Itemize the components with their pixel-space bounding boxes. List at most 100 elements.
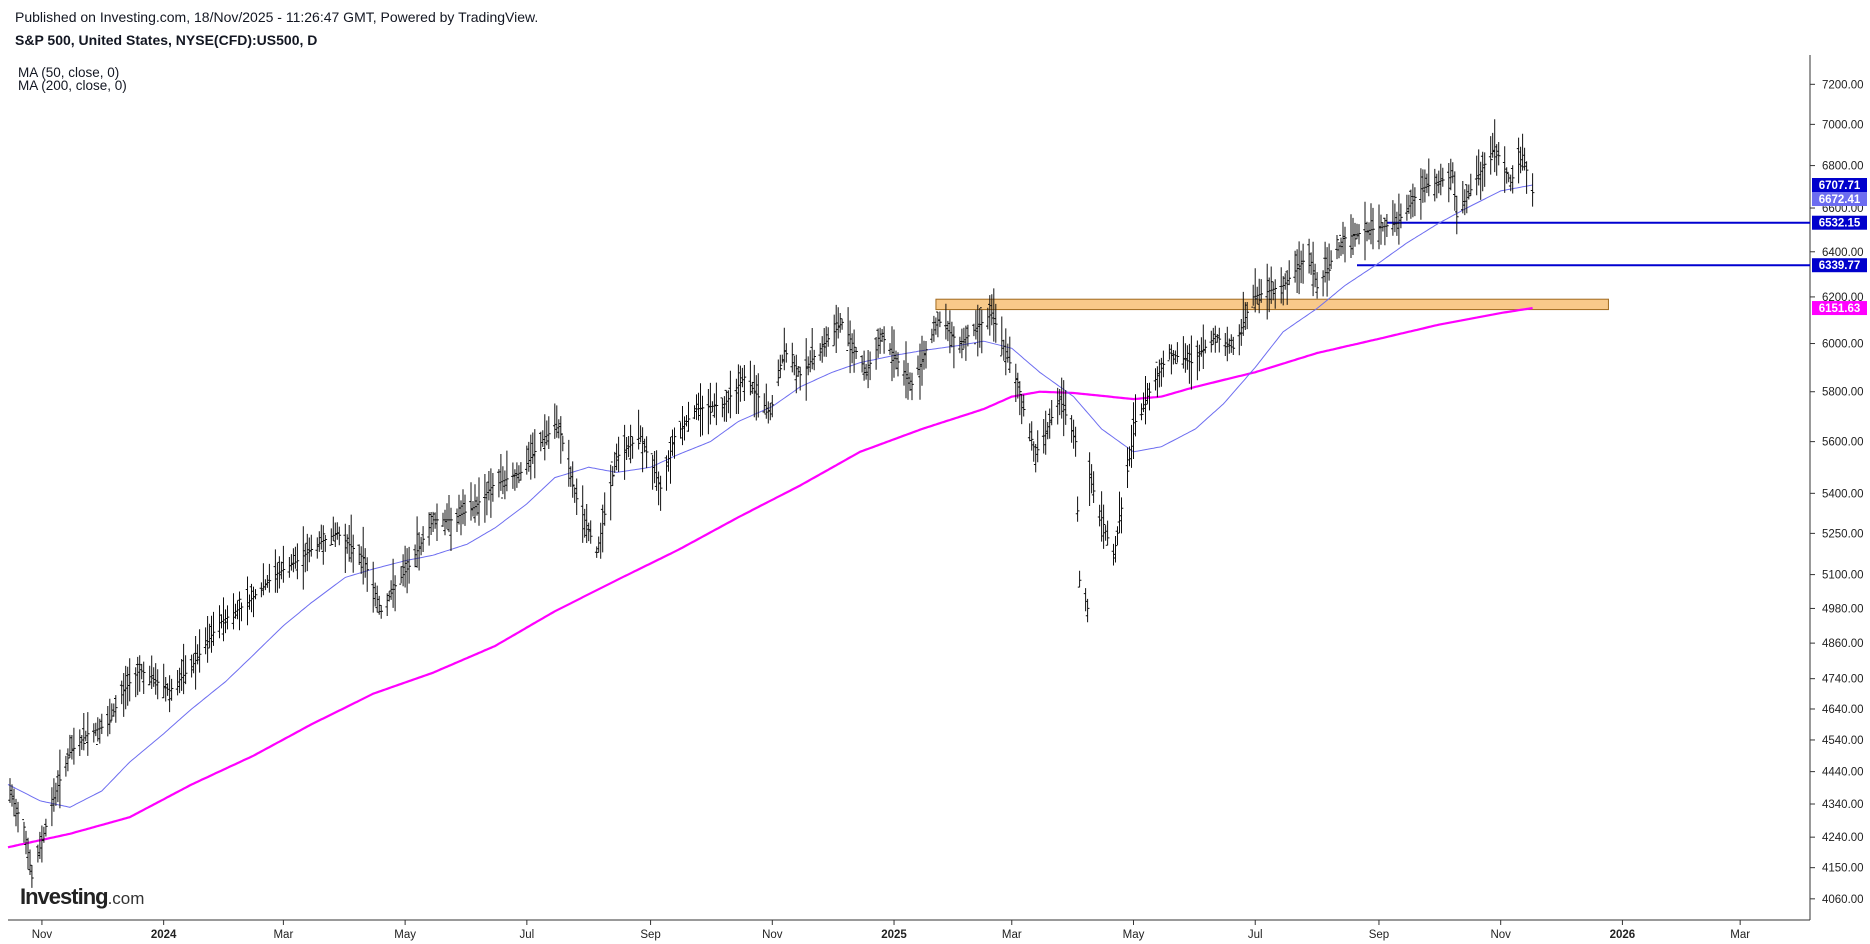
price-bar <box>1385 214 1389 237</box>
x-tick-label: Nov <box>762 929 783 941</box>
price-bar <box>219 614 224 629</box>
price-bar <box>962 327 966 350</box>
price-bar <box>1407 194 1411 214</box>
y-tick-label: 6600.00 <box>1822 203 1864 215</box>
price-bar <box>427 512 431 546</box>
price-bar <box>1478 161 1483 200</box>
price-bar <box>135 656 140 696</box>
price-bar <box>756 373 761 418</box>
price-bar <box>1383 217 1387 246</box>
price-bar <box>447 495 451 533</box>
price-bar <box>908 372 912 391</box>
price-bar <box>734 378 739 414</box>
price-bar <box>938 311 942 328</box>
indicator-legend: MA (50, close, 0) MA (200, close, 0) <box>18 65 127 93</box>
price-bar <box>108 698 112 735</box>
price-bar <box>293 546 298 569</box>
price-bar <box>1283 273 1287 290</box>
price-bar <box>161 663 166 699</box>
price-bar <box>880 329 884 342</box>
price-bar <box>249 583 254 613</box>
price-bar <box>890 326 894 382</box>
price-bar <box>1119 497 1124 534</box>
price-bar <box>1435 173 1439 199</box>
price-bar <box>265 575 270 588</box>
price-bar <box>125 666 130 706</box>
price-tag-ma50 <box>1812 178 1867 193</box>
price-bar <box>1357 224 1361 245</box>
price-bar <box>40 825 44 863</box>
price-bar <box>700 395 705 436</box>
y-tick-label: 4440.00 <box>1822 767 1864 779</box>
price-bar <box>557 419 561 439</box>
price-bar <box>375 585 379 613</box>
y-tick-label: 6800.00 <box>1822 161 1864 173</box>
price-bar <box>153 663 158 695</box>
price-bar <box>483 474 487 523</box>
price-bar <box>1033 444 1038 473</box>
x-tick-label: Mar <box>1730 929 1750 941</box>
price-bar <box>1309 252 1313 275</box>
price-bar <box>860 355 864 373</box>
price-bar <box>1488 136 1493 175</box>
price-bar <box>267 563 272 593</box>
price-bar <box>832 314 836 347</box>
price-bar <box>1313 263 1317 288</box>
price-bar <box>728 370 733 419</box>
price-tag-last <box>1812 192 1867 207</box>
price-bar <box>1167 344 1172 362</box>
price-bar <box>1518 146 1523 174</box>
price-bar <box>972 323 976 337</box>
price-bar <box>1259 279 1263 303</box>
price-bar <box>946 320 950 342</box>
price-bar <box>421 526 425 552</box>
price-bar <box>1496 142 1501 166</box>
y-tick-label: 4740.00 <box>1822 674 1864 686</box>
price-bar <box>1175 342 1180 365</box>
price-bar <box>708 382 713 425</box>
price-bar <box>692 405 697 420</box>
price-bar <box>301 526 306 590</box>
price-bar <box>197 629 202 673</box>
price-bar <box>750 381 755 394</box>
price-bar <box>123 665 128 710</box>
price-bar <box>379 605 383 619</box>
price-bar <box>796 366 800 377</box>
price-bar <box>1451 162 1455 184</box>
price-bar <box>209 615 214 653</box>
x-tick-label: May <box>394 929 416 941</box>
price-bar <box>616 436 621 472</box>
price-bar <box>415 516 419 568</box>
price-bar <box>1502 146 1507 193</box>
price-bar <box>1439 163 1443 196</box>
price-bar <box>836 307 840 339</box>
price-bar <box>1265 263 1269 320</box>
resistance-zone <box>935 298 1609 311</box>
price-bar <box>567 439 571 487</box>
price-bar <box>724 389 729 422</box>
price-bar <box>207 623 212 649</box>
price-bar <box>307 537 312 563</box>
price-bar <box>902 360 906 386</box>
ma200-legend-label[interactable]: MA (200, close, 0) <box>18 78 127 93</box>
ma50-legend-label[interactable]: MA (50, close, 0) <box>18 65 120 80</box>
price-bar <box>333 522 338 547</box>
price-bar <box>78 729 82 756</box>
price-bar <box>1018 381 1022 416</box>
price-bar <box>1087 452 1092 506</box>
price-bar <box>1530 173 1535 207</box>
price-bar <box>924 341 928 369</box>
price-bar <box>263 579 268 591</box>
price-bar <box>497 469 501 498</box>
x-tick-label: May <box>1123 929 1145 941</box>
price-bar <box>1004 328 1008 376</box>
price-bar <box>1397 193 1401 245</box>
price-bar <box>824 326 828 357</box>
y-tick-label: 4340.00 <box>1822 799 1864 811</box>
price-bar <box>72 727 76 765</box>
y-tick-label: 7200.00 <box>1822 79 1864 91</box>
y-tick-label: 5400.00 <box>1822 488 1864 500</box>
x-tick-label: 2026 <box>1610 929 1636 941</box>
price-bar <box>862 350 866 381</box>
